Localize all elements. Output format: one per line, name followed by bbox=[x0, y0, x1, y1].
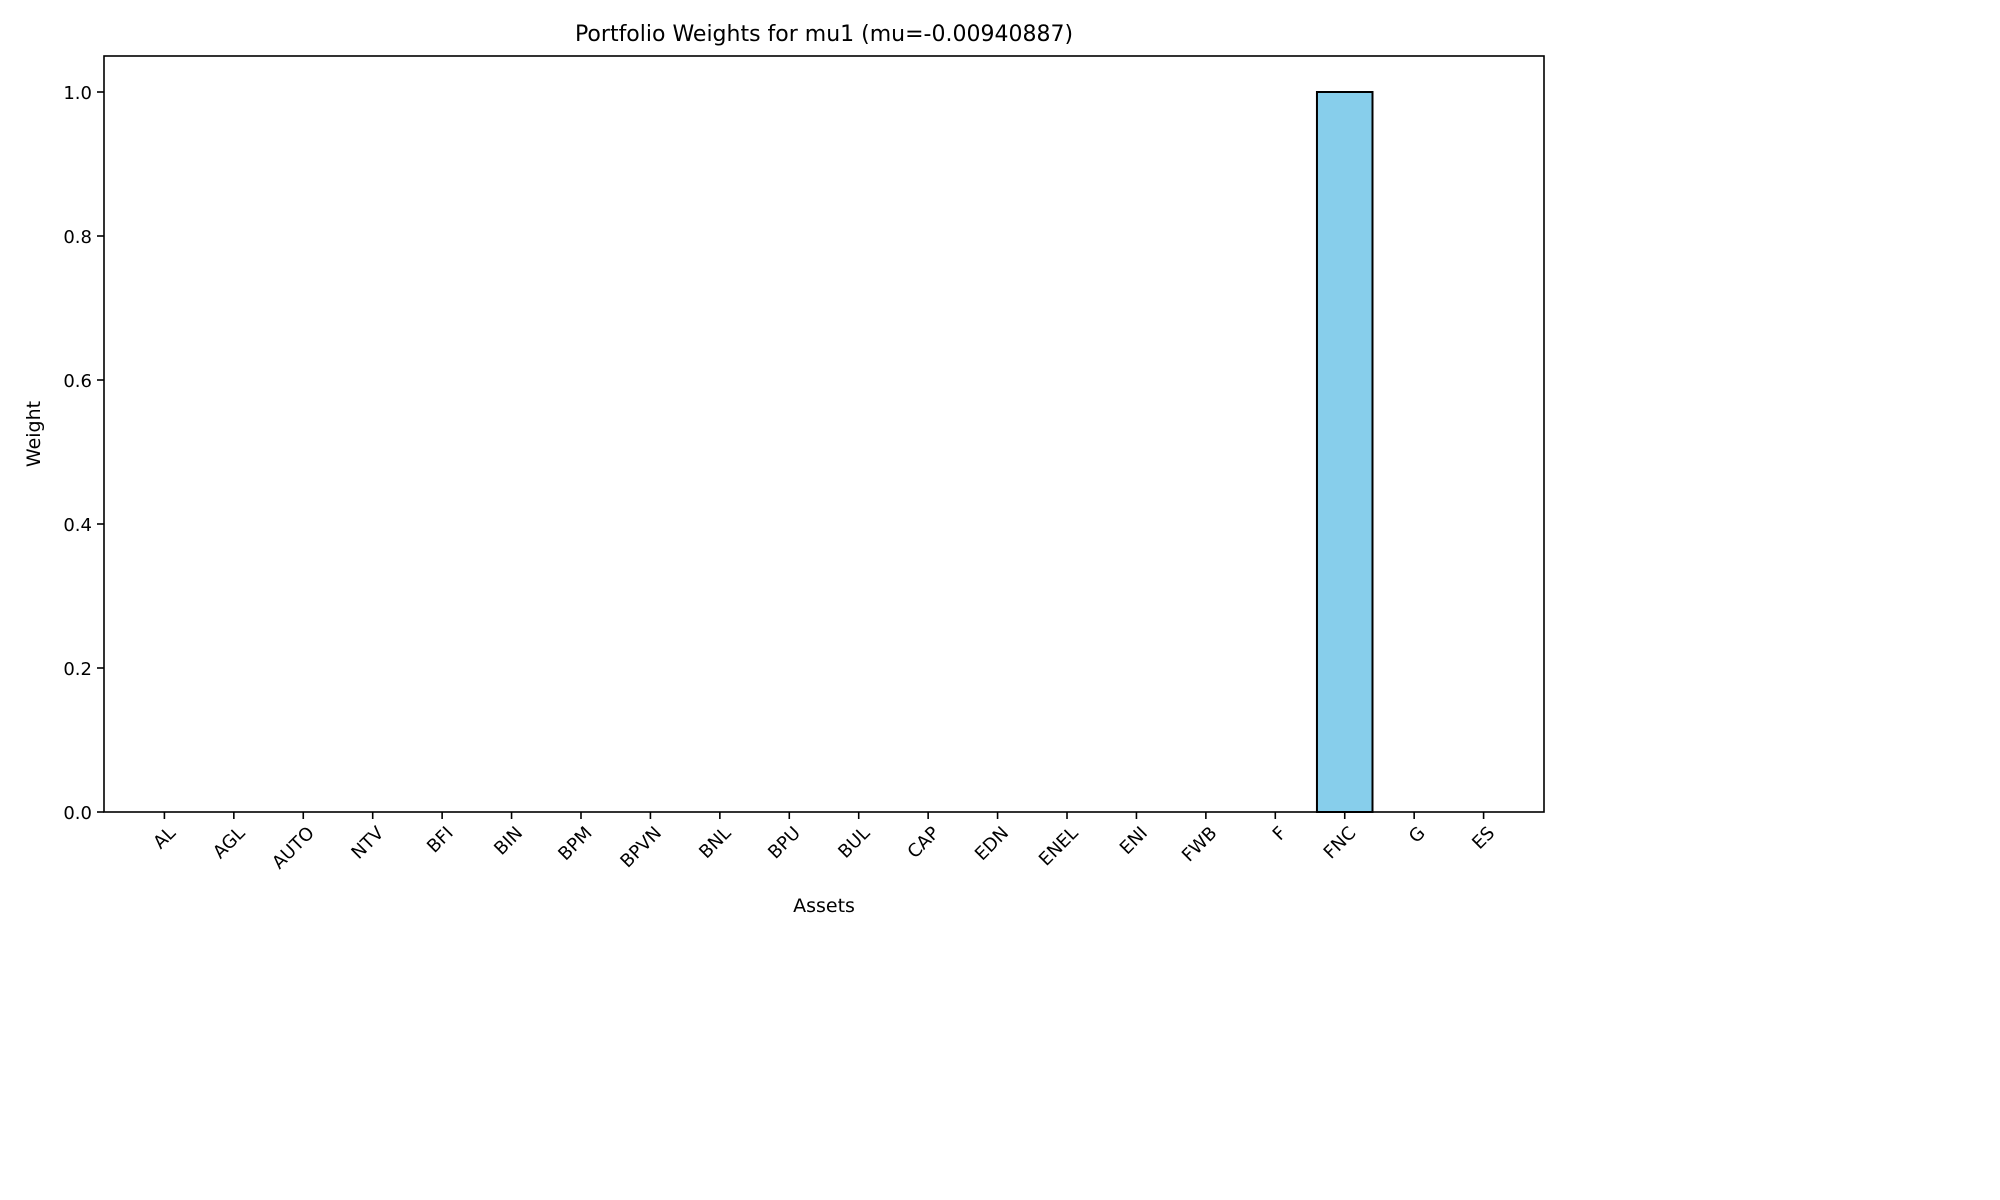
x-tick-label-bfi: BFI bbox=[423, 823, 458, 858]
x-tick-label-bpvn: BPVN bbox=[616, 823, 665, 872]
y-tick-label: 0.4 bbox=[63, 515, 92, 536]
y-tick-label: 0.0 bbox=[63, 803, 92, 824]
x-tick-label-bnl: BNL bbox=[695, 823, 735, 863]
x-tick-label-auto: AUTO bbox=[268, 823, 319, 874]
plot-area: 0.0 0.2 0.4 0.6 0.8 1.0 AL AGL AUTO NTV BFI BIN BPM B… bbox=[63, 55, 1545, 874]
y-tick-label: 0.2 bbox=[63, 659, 92, 680]
chart-title: Portfolio Weights for mu1 (mu=-0.0094088… bbox=[575, 22, 1073, 47]
x-tick-label-bul: BUL bbox=[834, 823, 874, 863]
x-tick-label-f: F bbox=[1269, 823, 1291, 845]
x-tick-label-edn: EDN bbox=[971, 823, 1013, 865]
y-axis-label: Weight bbox=[23, 401, 45, 467]
x-tick-label-eni: ENI bbox=[1116, 823, 1152, 859]
x-axis-label: Assets bbox=[793, 895, 855, 917]
bar-chart: Portfolio Weights for mu1 (mu=-0.0094088… bbox=[23, 22, 1545, 917]
chart-figure: Portfolio Weights for mu1 (mu=-0.0094088… bbox=[23, 22, 1545, 917]
x-tick-label-agl: AGL bbox=[209, 823, 249, 863]
y-tick-label: 1.0 bbox=[63, 83, 92, 104]
axes-frame bbox=[103, 55, 1545, 813]
x-tick-label-ntv: NTV bbox=[347, 822, 388, 863]
x-tick-label-cap: CAP bbox=[904, 823, 944, 863]
x-tick-label-bpm: BPM bbox=[554, 823, 596, 865]
y-tick-label: 0.6 bbox=[63, 371, 92, 392]
y-tick-label: 0.8 bbox=[63, 227, 92, 248]
bar-fnc bbox=[1315, 91, 1374, 813]
x-tick-label-bpu: BPU bbox=[764, 823, 805, 864]
x-tick-label-es: ES bbox=[1468, 823, 1499, 854]
x-tick-label-enel: ENEL bbox=[1035, 823, 1083, 871]
x-tick-label-bin: BIN bbox=[490, 823, 527, 860]
x-tick-label-fnc: FNC bbox=[1320, 823, 1361, 864]
x-tick-label-al: AL bbox=[149, 823, 180, 854]
x-tick-label-g: G bbox=[1405, 823, 1430, 848]
x-tick-label-fwb: FWB bbox=[1178, 823, 1221, 866]
